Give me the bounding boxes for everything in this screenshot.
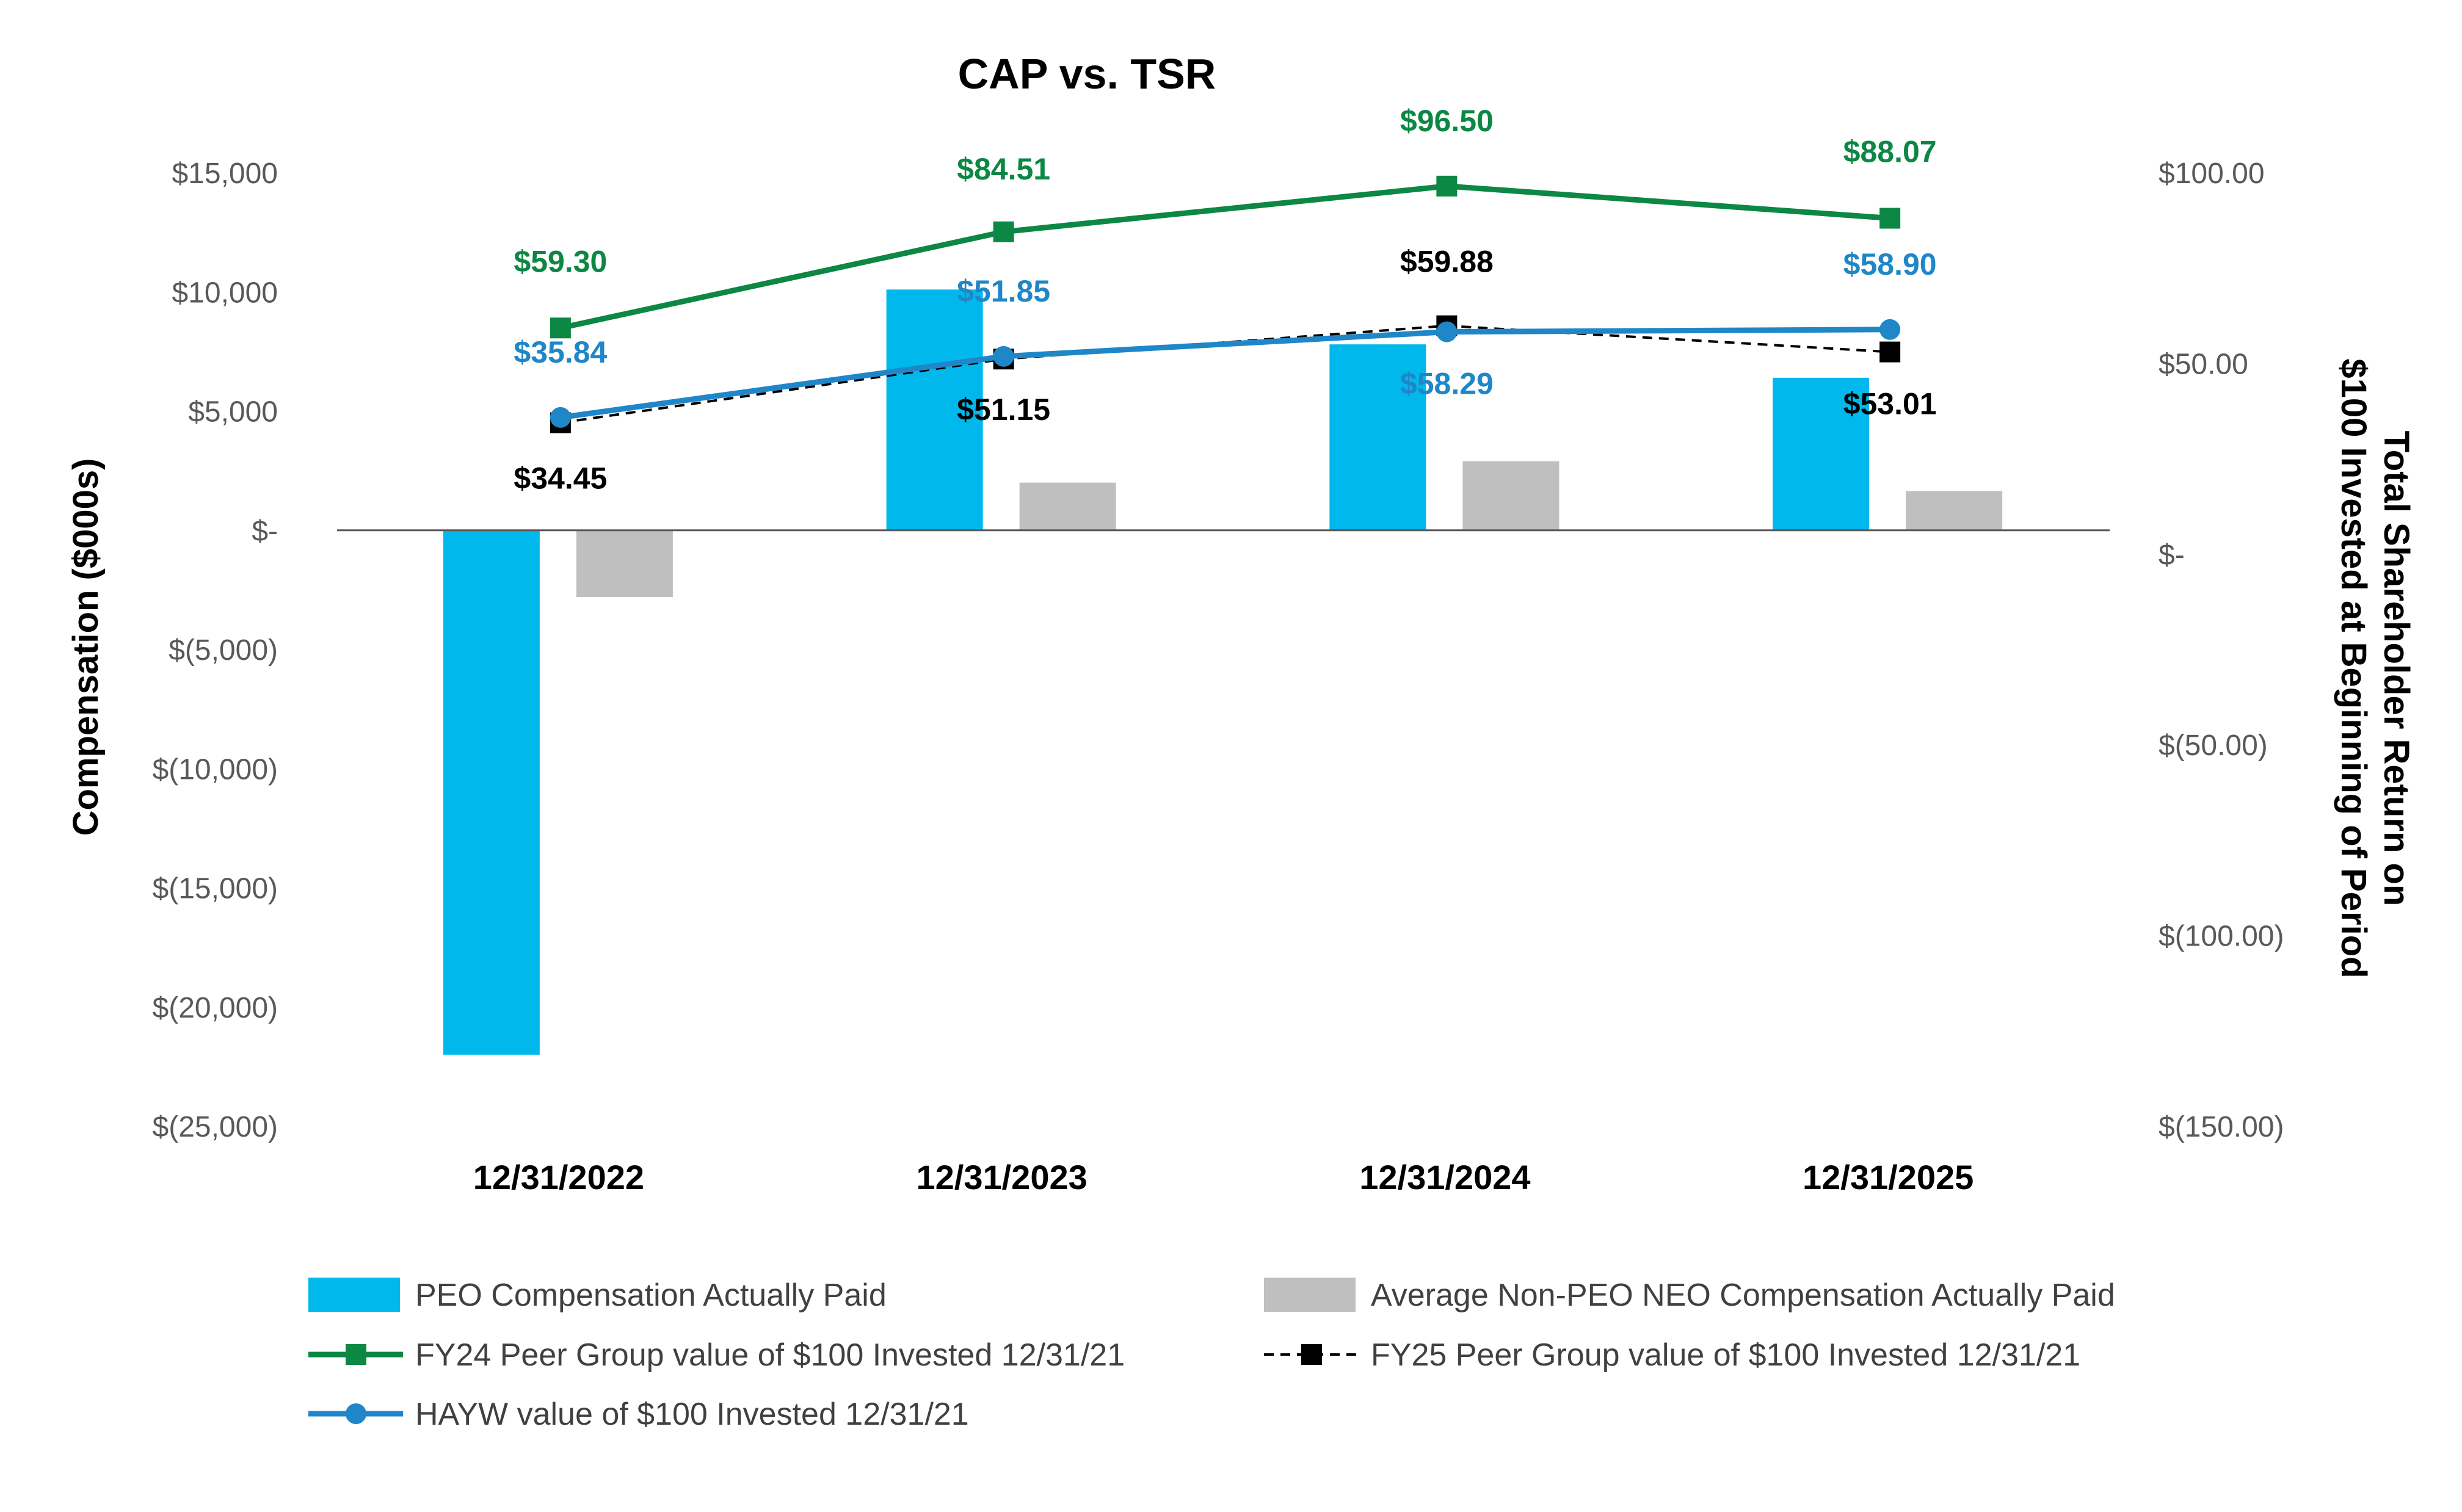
legend-swatch-peo bbox=[308, 1278, 400, 1312]
fy24-peer-marker bbox=[1879, 208, 1901, 229]
left-axis-tick-label: $5,000 bbox=[188, 396, 278, 429]
legend-marker-fy24-peer bbox=[346, 1344, 366, 1365]
fy24-peer-marker bbox=[993, 221, 1014, 242]
legend-marker-hayw bbox=[346, 1403, 366, 1424]
legend-label-fy25-peer: FY25 Peer Group value of $100 Invested 1… bbox=[1371, 1337, 2080, 1373]
hayw-data-label: $58.90 bbox=[1843, 247, 1937, 281]
right-axis-tick-label: $(150.00) bbox=[2159, 1111, 2284, 1143]
left-axis-title: Compensation ($000s) bbox=[66, 458, 106, 836]
fy25-peer-line bbox=[560, 324, 1890, 424]
right-axis-tick-label: $(50.00) bbox=[2159, 729, 2268, 762]
right-axis-tick-label: $(100.00) bbox=[2159, 921, 2284, 953]
fy24-peer-data-label: $84.51 bbox=[957, 152, 1050, 186]
category-label: 12/31/2025 bbox=[1803, 1158, 1974, 1196]
left-axis-tick-label: $(10,000) bbox=[153, 753, 278, 786]
hayw-marker bbox=[1879, 319, 1901, 340]
legend-label-non-peo-neo: Average Non-PEO NEO Compensation Actuall… bbox=[1371, 1278, 2115, 1313]
chart-title: CAP vs. TSR bbox=[958, 50, 1216, 98]
right-axis-tick-label: $100.00 bbox=[2159, 157, 2265, 190]
hayw-data-label: $58.29 bbox=[1400, 367, 1494, 401]
category-label: 12/31/2022 bbox=[473, 1158, 644, 1196]
right-axis-tick-label: $50.00 bbox=[2159, 348, 2248, 380]
legend-swatch-non-peo-neo bbox=[1264, 1278, 1356, 1312]
fy25-peer-data-label: $51.15 bbox=[957, 392, 1050, 427]
right-axis-tick-label: $- bbox=[2159, 539, 2185, 571]
hayw-marker bbox=[1436, 321, 1458, 342]
fy24-peer-marker bbox=[550, 317, 571, 339]
right-axis-title-line-2: $100 Invested at Beginning of Period bbox=[2334, 358, 2373, 978]
category-label: 12/31/2023 bbox=[916, 1158, 1087, 1196]
bar-non-peo-neo bbox=[1019, 482, 1116, 530]
fy24-peer-marker bbox=[1436, 175, 1458, 197]
legend-label-fy24-peer: FY24 Peer Group value of $100 Invested 1… bbox=[415, 1337, 1125, 1373]
hayw-data-label: $51.85 bbox=[957, 274, 1050, 308]
hayw-marker bbox=[550, 407, 571, 428]
bar-peo bbox=[886, 289, 983, 530]
fy24-peer-data-label: $88.07 bbox=[1843, 135, 1937, 169]
bar-non-peo-neo bbox=[576, 530, 673, 598]
left-axis-tick-label: $(5,000) bbox=[169, 634, 278, 667]
bar-peo bbox=[1773, 377, 1870, 530]
fy25-peer-marker bbox=[1879, 341, 1901, 363]
fy24-peer-data-label: $59.30 bbox=[514, 244, 607, 278]
bar-non-peo-neo bbox=[1906, 491, 2003, 530]
hayw-line bbox=[560, 327, 1890, 421]
left-axis-tick-label: $(20,000) bbox=[153, 992, 278, 1024]
left-axis-tick-label: $10,000 bbox=[172, 277, 278, 309]
hayw-marker bbox=[993, 345, 1014, 367]
right-axis-title-line-1: Total Shareholder Return on bbox=[2377, 431, 2416, 906]
fy25-peer-data-label: $59.88 bbox=[1400, 245, 1494, 279]
category-label: 12/31/2024 bbox=[1359, 1158, 1530, 1196]
bar-peo bbox=[443, 530, 540, 1055]
fy24-peer-line bbox=[559, 183, 1890, 331]
left-axis-tick-label: $(25,000) bbox=[153, 1111, 278, 1143]
hayw-data-label: $35.84 bbox=[514, 335, 607, 369]
legend-label-hayw: HAYW value of $100 Invested 12/31/21 bbox=[415, 1397, 969, 1432]
fy24-peer-data-label: $96.50 bbox=[1400, 104, 1494, 138]
bar-peo bbox=[1329, 344, 1426, 530]
legend-label-peo: PEO Compensation Actually Paid bbox=[415, 1278, 887, 1313]
fy25-peer-data-label: $53.01 bbox=[1843, 387, 1937, 421]
left-axis-tick-label: $15,000 bbox=[172, 157, 278, 190]
fy25-peer-data-label: $34.45 bbox=[514, 461, 607, 496]
legend-marker-fy25-peer bbox=[1301, 1344, 1322, 1365]
left-axis-tick-label: $- bbox=[252, 515, 278, 548]
left-axis-tick-label: $(15,000) bbox=[153, 873, 278, 905]
bar-non-peo-neo bbox=[1462, 461, 1560, 530]
